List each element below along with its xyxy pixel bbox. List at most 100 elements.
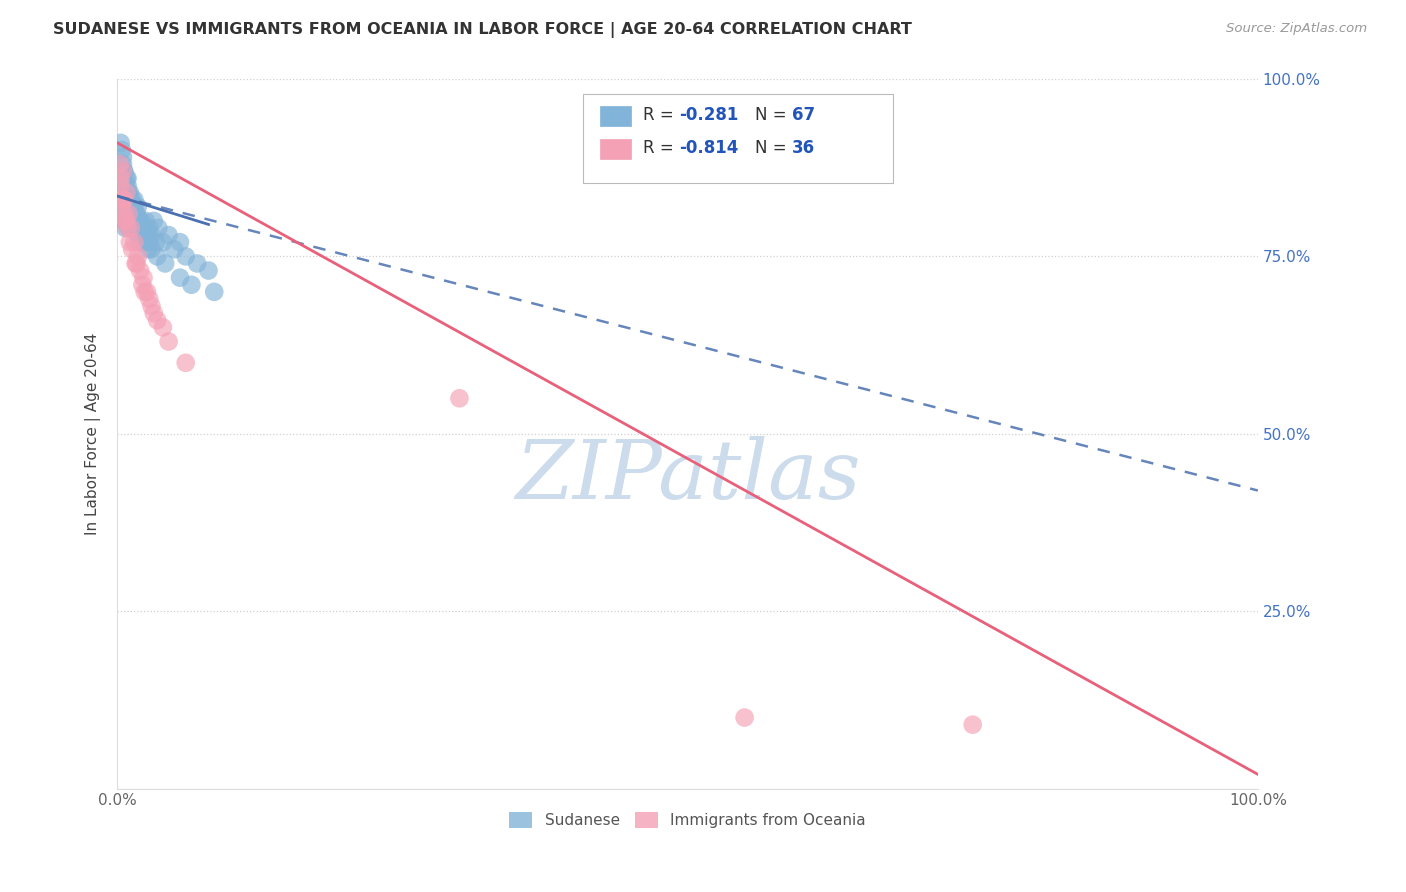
- Point: [132, 221, 155, 235]
- Point: [111, 193, 134, 207]
- Point: [118, 200, 141, 214]
- Point: [124, 193, 146, 207]
- Point: [111, 200, 134, 214]
- Point: [129, 214, 152, 228]
- Point: [112, 164, 135, 178]
- Point: [174, 356, 197, 370]
- Point: [111, 164, 134, 178]
- Point: [115, 193, 138, 207]
- Point: [180, 277, 202, 292]
- Point: [110, 136, 132, 150]
- Point: [120, 221, 142, 235]
- Point: [118, 186, 141, 200]
- Text: ZIPatlas: ZIPatlas: [515, 436, 860, 516]
- Point: [120, 207, 142, 221]
- Point: [129, 235, 152, 249]
- Point: [114, 178, 136, 193]
- Point: [734, 710, 756, 724]
- Text: R =: R =: [643, 139, 679, 157]
- Point: [131, 221, 153, 235]
- Point: [135, 285, 157, 299]
- Point: [135, 228, 157, 243]
- Text: N =: N =: [755, 139, 792, 157]
- Point: [108, 157, 131, 171]
- Point: [121, 193, 143, 207]
- Point: [141, 242, 163, 256]
- Point: [132, 270, 155, 285]
- Point: [111, 200, 134, 214]
- Point: [138, 292, 160, 306]
- Point: [111, 193, 134, 207]
- Point: [169, 270, 191, 285]
- Legend: Sudanese, Immigrants from Oceania: Sudanese, Immigrants from Oceania: [503, 805, 872, 834]
- Point: [146, 249, 169, 263]
- Point: [111, 143, 134, 157]
- Point: [111, 150, 134, 164]
- Point: [117, 178, 139, 193]
- Point: [146, 313, 169, 327]
- Y-axis label: In Labor Force | Age 20-64: In Labor Force | Age 20-64: [86, 333, 101, 535]
- Text: Source: ZipAtlas.com: Source: ZipAtlas.com: [1226, 22, 1367, 36]
- Point: [111, 157, 134, 171]
- Point: [134, 285, 156, 299]
- Point: [163, 242, 186, 256]
- Point: [127, 228, 149, 243]
- Point: [114, 221, 136, 235]
- Point: [141, 228, 163, 243]
- Point: [125, 207, 148, 221]
- Point: [125, 256, 148, 270]
- Point: [142, 214, 165, 228]
- Point: [148, 221, 170, 235]
- Point: [118, 235, 141, 249]
- Point: [108, 186, 131, 200]
- Point: [136, 242, 159, 256]
- Point: [129, 221, 152, 235]
- Point: [124, 221, 146, 235]
- Point: [125, 214, 148, 228]
- Point: [169, 235, 191, 249]
- Point: [124, 235, 146, 249]
- Point: [449, 391, 471, 405]
- Point: [117, 221, 139, 235]
- Point: [202, 285, 225, 299]
- Point: [124, 200, 146, 214]
- Point: [112, 193, 135, 207]
- Point: [135, 214, 157, 228]
- Point: [197, 263, 219, 277]
- Point: [111, 193, 134, 207]
- Point: [112, 164, 135, 178]
- Point: [124, 207, 146, 221]
- Point: [122, 200, 145, 214]
- Point: [121, 242, 143, 256]
- Point: [114, 214, 136, 228]
- Text: -0.814: -0.814: [679, 139, 738, 157]
- Point: [112, 214, 135, 228]
- Point: [129, 214, 152, 228]
- Point: [128, 214, 150, 228]
- Point: [127, 200, 149, 214]
- Text: -0.281: -0.281: [679, 106, 738, 124]
- Point: [142, 306, 165, 320]
- Point: [134, 235, 156, 249]
- Point: [129, 263, 152, 277]
- Point: [124, 256, 146, 270]
- Text: N =: N =: [755, 106, 792, 124]
- Point: [115, 171, 138, 186]
- Text: 67: 67: [792, 106, 814, 124]
- Point: [115, 207, 138, 221]
- Point: [145, 235, 167, 249]
- Point: [138, 235, 160, 249]
- Point: [118, 186, 141, 200]
- Point: [131, 228, 153, 243]
- Text: R =: R =: [643, 106, 679, 124]
- Point: [174, 249, 197, 263]
- Point: [141, 299, 163, 313]
- Point: [152, 235, 174, 249]
- Point: [121, 214, 143, 228]
- Point: [110, 178, 132, 193]
- Text: 36: 36: [792, 139, 814, 157]
- Point: [112, 207, 135, 221]
- Point: [157, 334, 180, 349]
- Point: [131, 277, 153, 292]
- Point: [118, 193, 141, 207]
